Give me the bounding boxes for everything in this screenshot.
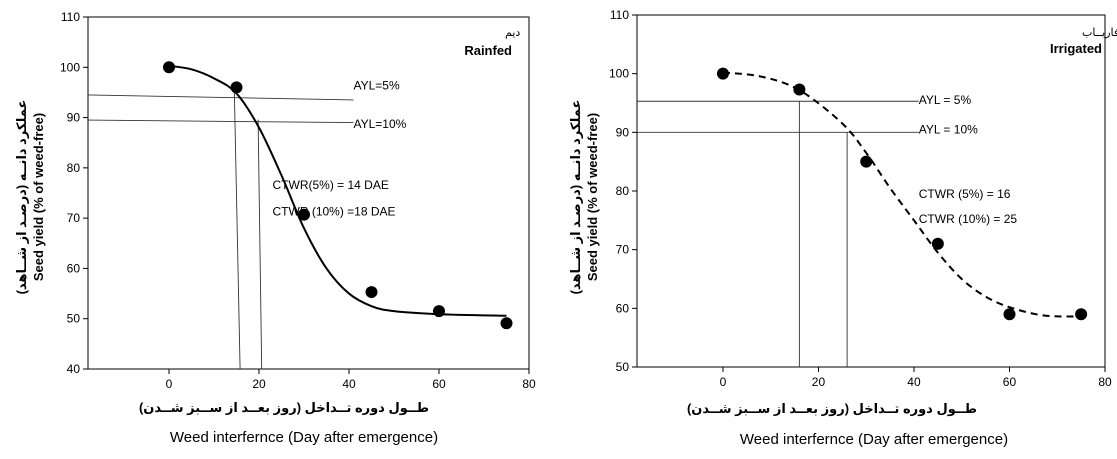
y-axis-label-en: Seed yield (% of weed-free) <box>31 113 46 281</box>
x-tick-label: 20 <box>252 377 266 391</box>
x-axis-label-fa: طــول دوره تــداخل (روز بعــد از ســبز ش… <box>139 400 429 415</box>
condition-label-fa: فاریــاب <box>1082 27 1117 39</box>
annotation-label: AYL=10% <box>354 117 407 131</box>
y-tick-label: 50 <box>616 360 630 374</box>
x-tick-label: 80 <box>1098 375 1112 389</box>
x-tick-label: 40 <box>907 375 921 389</box>
x-tick-label: 20 <box>812 375 826 389</box>
ayl-reference-line <box>87 94 354 101</box>
y-tick-label: 100 <box>609 67 629 81</box>
ctwr-drop-line <box>257 119 263 370</box>
condition-label-en: Rainfed <box>464 43 512 58</box>
y-axis-label: عملکرد دانــه (درصـد از شــاهد) Seed yiel… <box>568 100 600 295</box>
y-tick-label: 60 <box>616 301 630 315</box>
ayl-reference-line <box>87 119 354 124</box>
y-tick-label: 100 <box>60 60 80 74</box>
x-axis-label-fa: طــول دوره تــداخل (روز بعــد از ســبز ش… <box>687 401 977 416</box>
annotation-label: CTWR (10%) =18 DAE <box>273 205 396 219</box>
annotation-label: CTWR(5%) = 14 DAE <box>273 178 389 192</box>
x-tick-label: 40 <box>342 377 356 391</box>
data-point <box>365 286 378 299</box>
fitted-curve <box>722 71 1082 318</box>
condition-label-fa: دیم <box>505 27 520 39</box>
annotation-label: AYL=5% <box>354 78 400 92</box>
annotation-label: CTWR (5%) = 16 <box>919 187 1011 201</box>
x-tick-label: 80 <box>522 377 536 391</box>
annotation-label: AYL = 10% <box>919 122 978 136</box>
y-axis-label-fa: عملکرد دانــه (درصـد از شــاهد) <box>14 100 29 295</box>
ctwr-drop-line <box>233 87 241 370</box>
data-point <box>1003 308 1016 321</box>
x-axis-label-en: Weed interfernce (Day after emergence) <box>170 429 438 446</box>
data-point <box>1075 308 1088 321</box>
y-tick-label: 110 <box>61 10 80 24</box>
y-axis-label-fa: عملکرد دانــه (درصـد از شــاهد) <box>568 100 583 295</box>
data-point <box>500 317 513 330</box>
x-tick-label: 0 <box>720 375 727 389</box>
data-point <box>793 83 806 96</box>
data-point <box>433 305 445 318</box>
plot-frame <box>87 16 530 370</box>
y-tick-label: 90 <box>616 125 630 139</box>
y-tick-label: 110 <box>610 8 629 22</box>
chart-panel-1: 40 50 60 70 80 90 100 110 0 20 40 60 80 AYL=5% AYL=10%… <box>14 10 536 446</box>
y-tick-label: 90 <box>67 111 81 125</box>
y-tick-label: 60 <box>67 261 81 275</box>
data-point <box>860 155 873 168</box>
y-tick-label: 40 <box>67 362 81 376</box>
y-tick-label: 80 <box>67 161 81 175</box>
data-point <box>298 208 310 221</box>
y-axis-label: عملکرد دانــه (درصـد از شــاهد) Seed yiel… <box>14 100 46 295</box>
data-point <box>163 61 175 74</box>
y-tick-label: 50 <box>67 312 81 326</box>
x-tick-label: 0 <box>166 377 173 391</box>
y-tick-label: 80 <box>616 184 630 198</box>
x-axis-label-en: Weed interfernce (Day after emergence) <box>740 431 1008 448</box>
data-point <box>230 81 243 94</box>
data-point <box>716 67 729 80</box>
y-tick-label: 70 <box>616 243 630 257</box>
x-tick-label: 60 <box>432 377 446 391</box>
annotation-label: AYL = 5% <box>919 93 972 107</box>
chart-panel-2: 50 60 70 80 90 100 110 0 20 40 60 80 AYL = 5% AYL = 1… <box>568 8 1117 448</box>
fitted-curve <box>168 64 507 317</box>
data-point <box>931 237 944 250</box>
condition-label-en: Irrigated <box>1050 41 1102 56</box>
y-tick-label: 70 <box>67 211 81 225</box>
x-tick-label: 60 <box>1003 375 1017 389</box>
y-axis-label-en: Seed yield (% of weed-free) <box>585 113 600 281</box>
annotation-label: CTWR (10%) = 25 <box>919 212 1018 226</box>
